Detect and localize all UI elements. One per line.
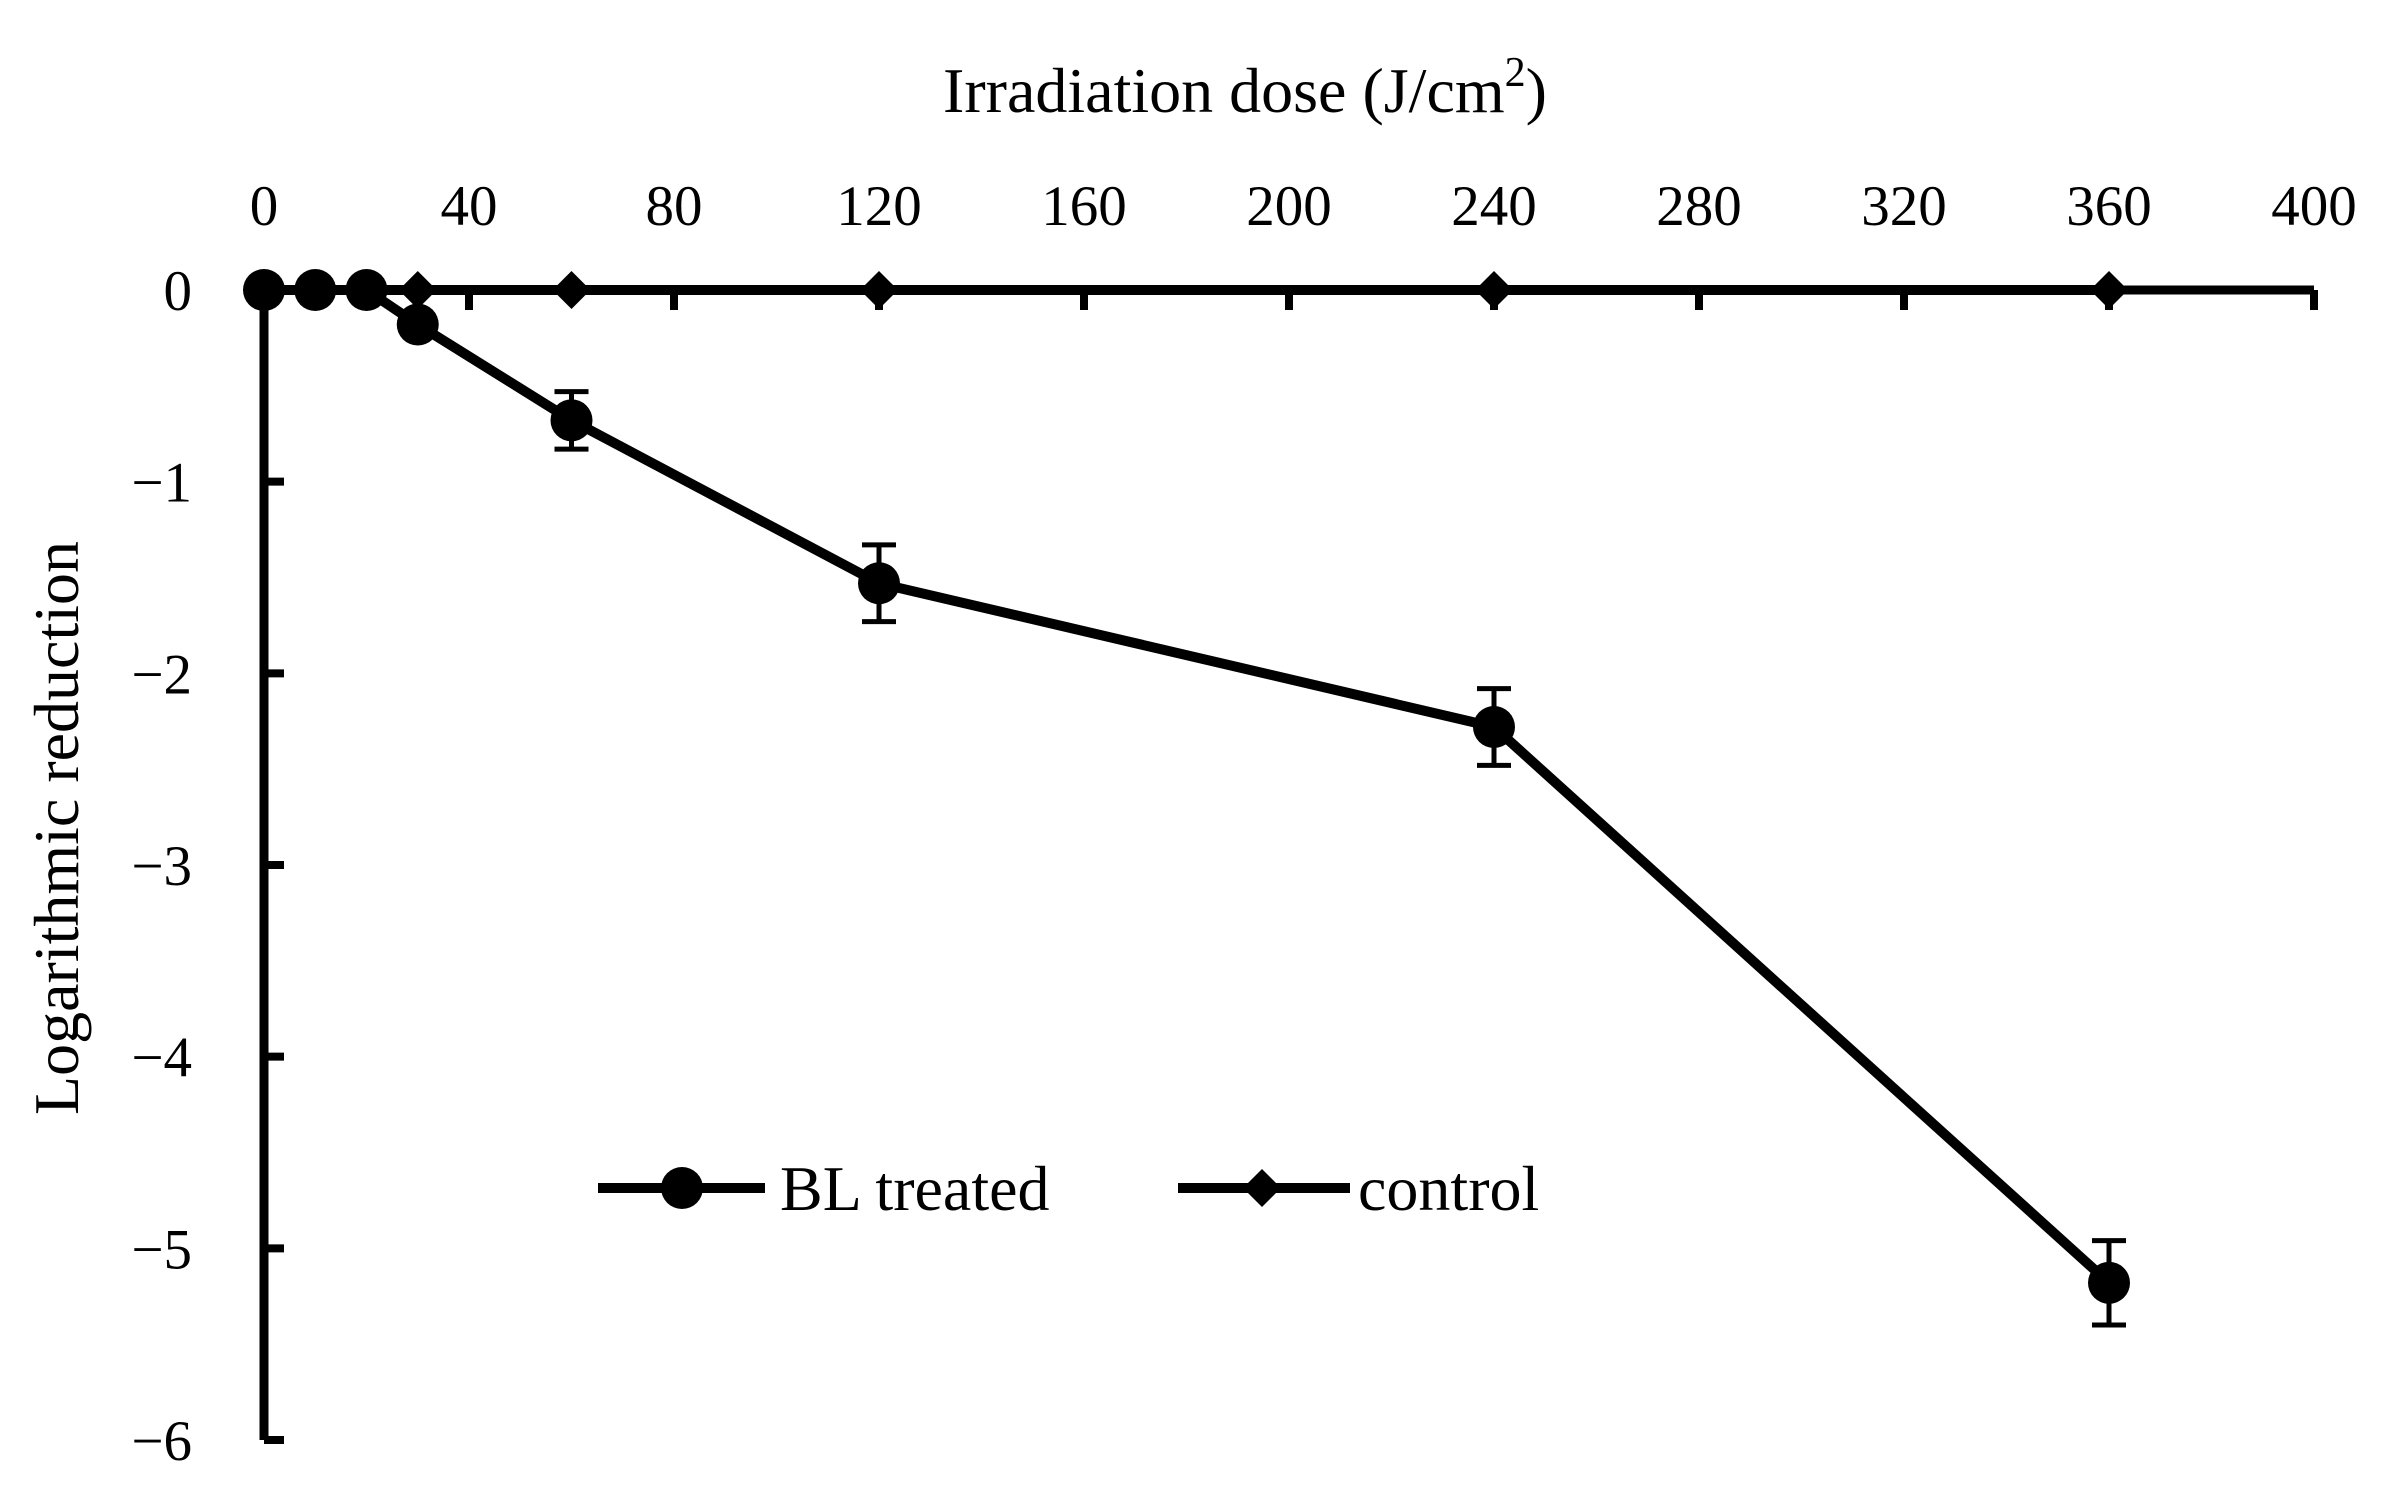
point-bl-treated — [294, 269, 337, 311]
point-control — [2090, 271, 2128, 309]
point-control — [398, 271, 437, 309]
point-bl-treated — [396, 303, 439, 346]
x-tick-label: 120 — [836, 175, 922, 238]
x-tick-label: 360 — [2066, 175, 2152, 238]
point-control — [1475, 271, 1513, 309]
x-tick-label: 80 — [646, 175, 703, 238]
x-axis-title: Irradiation dose (J/cm2) — [943, 50, 1547, 126]
point-bl-treated — [2088, 1261, 2130, 1304]
legend: BL treated control — [598, 1153, 1539, 1224]
legend-label-bl-treated: BL treated — [780, 1153, 1050, 1224]
point-bl-treated — [345, 269, 388, 311]
point-bl-treated — [858, 562, 900, 605]
y-axis-title: Logarithmic reduction — [21, 541, 92, 1115]
y-tick-label: −3 — [131, 835, 192, 898]
legend-label-control: control — [1358, 1153, 1539, 1224]
series-line-bl-treated — [264, 285, 2113, 1287]
point-control — [860, 271, 898, 309]
legend-marker-bl-treated — [661, 1167, 703, 1209]
series-layer — [243, 269, 2130, 1328]
x-tick-label: 280 — [1656, 175, 1742, 238]
point-control — [552, 271, 591, 309]
x-tick-label: 40 — [441, 175, 498, 238]
point-bl-treated — [550, 399, 593, 442]
point-bl-treated — [243, 269, 285, 311]
x-tick-label: 400 — [2271, 175, 2357, 238]
y-tick-label: −6 — [131, 1410, 192, 1473]
x-tick-label: 160 — [1041, 175, 1127, 238]
y-tick-label: −2 — [131, 643, 192, 706]
legend-marker-control — [1243, 1169, 1281, 1207]
x-tick-label: 320 — [1861, 175, 1947, 238]
x-tick-label: 0 — [250, 175, 279, 238]
x-tick-label: 200 — [1246, 175, 1332, 238]
x-tick-label: 240 — [1451, 175, 1537, 238]
y-tick-label: −5 — [131, 1218, 192, 1281]
y-tick-label: 0 — [164, 260, 193, 323]
axes: 0 40 80 120 160 200 240 280 320 360 400 0 −1 −2 −3 −4 −5… — [131, 175, 2356, 1473]
point-bl-treated — [1473, 706, 1515, 748]
y-tick-label: −4 — [131, 1027, 192, 1090]
x-axis-title-superscript: 2 — [1505, 50, 1526, 96]
y-tick-label: −1 — [131, 452, 192, 515]
